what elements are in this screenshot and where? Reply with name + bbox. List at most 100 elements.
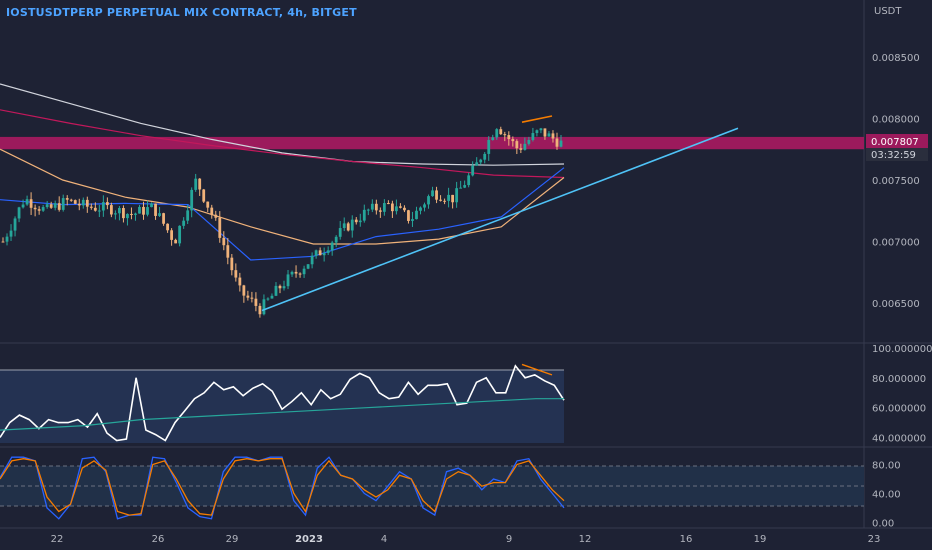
candle-body: [346, 223, 350, 231]
candle-body: [306, 264, 310, 269]
candle-body: [174, 239, 178, 244]
candle-body: [382, 203, 386, 212]
candle-body: [254, 298, 258, 306]
candle-body: [443, 200, 446, 202]
stoch-tick-label: 40.00: [872, 489, 901, 500]
candle-body: [499, 129, 503, 135]
rsi-divergence-line: [521, 363, 553, 376]
candle-body: [114, 213, 117, 215]
candle-body: [290, 271, 294, 275]
rsi-tick-label: 40.000000: [872, 434, 926, 445]
candle-body: [134, 213, 137, 215]
candle-body: [354, 219, 358, 223]
candle-body: [186, 210, 190, 221]
price-tick-label: 0.007000: [872, 238, 920, 249]
candle-body: [370, 203, 374, 210]
candle-body: [515, 141, 519, 149]
candle-body: [45, 204, 49, 208]
candle-body: [523, 143, 527, 150]
candle-body: [162, 213, 165, 224]
candle-body: [399, 206, 402, 208]
countdown-value: 03:32:59: [871, 150, 916, 161]
rsi-line: [0, 364, 565, 442]
candle-body: [390, 203, 394, 212]
candle-body: [238, 277, 242, 286]
candle-body: [362, 209, 366, 221]
candle-body: [282, 286, 286, 289]
current-price-tag: [866, 134, 928, 148]
candle-body: [105, 202, 109, 206]
candle-body: [234, 270, 238, 278]
candle-body: [535, 130, 539, 134]
candle-body: [322, 252, 326, 256]
candle-body: [475, 162, 479, 166]
rsi-tick-label: 100.000000: [872, 344, 932, 355]
candle-body: [150, 203, 153, 208]
candle-body: [29, 199, 33, 208]
time-tick-label: 16: [680, 534, 693, 545]
candle-body: [378, 210, 382, 212]
candle-body: [310, 255, 314, 265]
stoch-tick-label: 0.00: [872, 518, 894, 529]
stoch-tick-label: 80.00: [872, 460, 901, 471]
candle-body: [539, 128, 543, 131]
stoch-panel: [0, 456, 565, 520]
candle-body: [81, 199, 85, 206]
moving-average-line: [0, 148, 565, 245]
candle-body: [154, 203, 157, 216]
candle-body: [366, 209, 370, 211]
candle-body: [53, 203, 57, 208]
candle-body: [210, 207, 214, 215]
candle-body: [37, 209, 41, 211]
candle-body: [342, 223, 346, 229]
candle-body: [358, 220, 362, 223]
candle-body: [374, 203, 378, 211]
candle-body: [503, 134, 507, 136]
candle-body: [142, 206, 145, 215]
candle-body: [13, 218, 17, 231]
time-tick-label: 26: [152, 534, 165, 545]
candle-body: [543, 128, 547, 137]
candle-body: [479, 159, 483, 163]
chart-title: IOSTUSDTPERP PERPETUAL MIX CONTRACT, 4h,…: [6, 6, 357, 19]
time-tick-label: 4: [381, 534, 387, 545]
candle-body: [547, 133, 551, 137]
price-divergence-line: [521, 115, 553, 123]
candle-body: [330, 242, 334, 251]
moving-average-line: [0, 83, 565, 166]
candle-body: [206, 201, 210, 208]
candle-body: [190, 189, 194, 211]
candle-body: [435, 190, 438, 200]
candle-body: [170, 230, 174, 240]
candle-body: [338, 228, 342, 237]
candle-body: [334, 236, 338, 243]
candle-body: [138, 206, 141, 214]
time-tick-label: 19: [754, 534, 767, 545]
candle-body: [274, 285, 278, 296]
candle-body: [318, 250, 322, 256]
candle-body: [455, 188, 459, 203]
candle-body: [350, 219, 354, 231]
candle-body: [250, 297, 254, 299]
candle-body: [447, 194, 450, 201]
candle-body: [262, 299, 266, 315]
rsi-ma-line: [0, 398, 564, 431]
candle-body: [266, 298, 270, 300]
candle-body: [93, 207, 97, 211]
candle-body: [57, 203, 61, 210]
candle-body: [182, 220, 186, 226]
candle-body: [89, 206, 93, 208]
candle-body: [491, 137, 495, 141]
rsi-panel: [0, 363, 565, 442]
candle-body: [483, 153, 487, 160]
price-tick-label: 0.008500: [872, 53, 920, 64]
time-tick-label: 22: [51, 534, 64, 545]
candle-body: [495, 129, 499, 138]
moving-average-line: [0, 109, 565, 179]
candle-body: [314, 250, 318, 256]
candle-body: [226, 245, 230, 258]
candle-body: [41, 207, 45, 211]
time-tick-label: 12: [579, 534, 592, 545]
candle-body: [294, 271, 298, 274]
